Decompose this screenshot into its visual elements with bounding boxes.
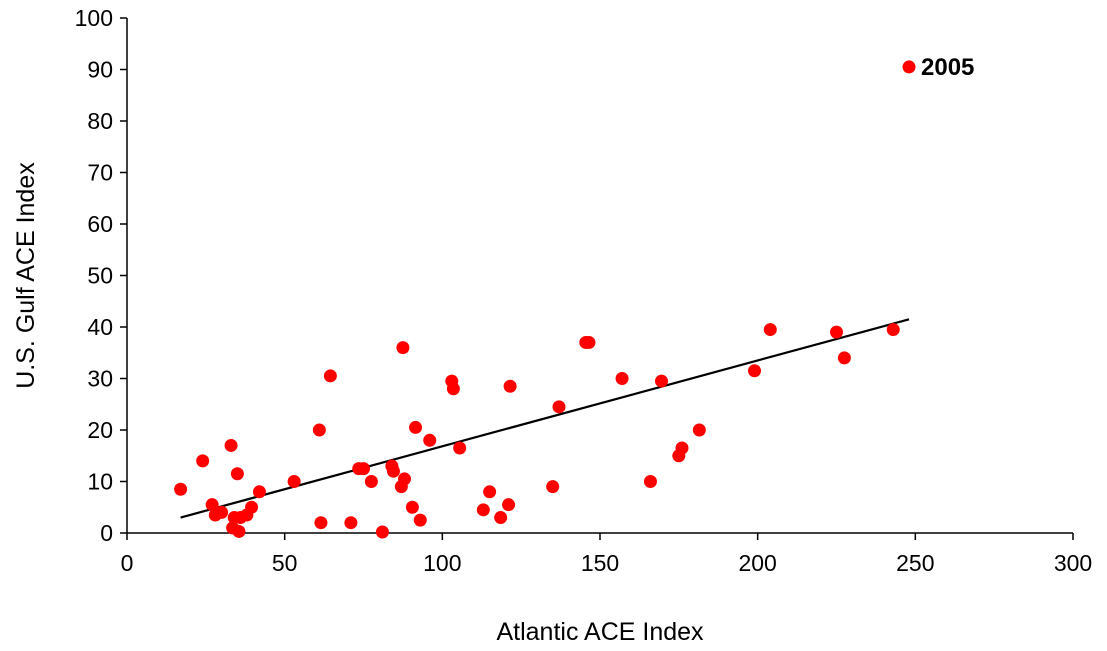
x-axis-ticks: 0 50 100 150 200 250 300 xyxy=(121,533,1092,576)
data-point xyxy=(252,485,266,499)
data-point xyxy=(886,323,900,337)
data-point xyxy=(375,525,389,539)
data-point xyxy=(196,454,210,468)
data-point xyxy=(654,374,668,388)
x-tick-label: 300 xyxy=(1054,550,1092,576)
data-point xyxy=(615,372,629,385)
x-tick-label: 200 xyxy=(738,550,776,576)
data-point xyxy=(314,516,328,530)
y-tick-label: 40 xyxy=(87,314,113,340)
data-point xyxy=(364,475,378,488)
data-point xyxy=(502,498,516,512)
data-point xyxy=(837,351,851,365)
x-tick-label: 250 xyxy=(896,550,934,576)
data-point xyxy=(503,379,517,393)
x-tick-label: 0 xyxy=(121,550,134,576)
data-point xyxy=(413,513,427,527)
y-tick-label: 90 xyxy=(87,57,113,83)
data-point xyxy=(344,516,358,530)
data-point xyxy=(692,423,706,437)
y-tick-label: 100 xyxy=(75,5,113,31)
data-point xyxy=(763,323,777,337)
annotated-point xyxy=(902,60,916,74)
annotations: 2005 xyxy=(902,54,974,81)
x-tick-label: 50 xyxy=(272,550,298,576)
annotation-label: 2005 xyxy=(921,54,974,81)
y-tick-label: 50 xyxy=(87,263,113,289)
data-point xyxy=(312,423,326,437)
x-axis-label: Atlantic ACE Index xyxy=(496,618,704,646)
data-point xyxy=(643,475,657,488)
data-point xyxy=(552,400,566,414)
trendline-group xyxy=(180,318,910,519)
data-point xyxy=(386,464,400,478)
y-tick-label: 20 xyxy=(87,417,113,443)
data-points xyxy=(174,323,900,539)
data-point xyxy=(675,441,689,455)
data-point xyxy=(546,480,560,494)
y-tick-label: 0 xyxy=(100,520,113,546)
y-tick-label: 30 xyxy=(87,366,113,392)
data-point xyxy=(405,500,419,514)
data-point xyxy=(205,498,219,512)
trendline xyxy=(180,318,910,519)
data-point xyxy=(582,335,596,349)
data-point xyxy=(215,505,229,519)
data-point xyxy=(287,475,301,488)
y-axis-label: U.S. Gulf ACE Index xyxy=(12,162,40,389)
data-point xyxy=(830,325,843,339)
y-tick-label: 60 xyxy=(87,211,113,237)
y-tick-label: 10 xyxy=(87,469,113,495)
x-tick-label: 100 xyxy=(423,550,461,576)
y-tick-label: 80 xyxy=(87,108,113,134)
y-tick-label: 70 xyxy=(87,160,113,186)
y-axis-ticks: 0 10 20 30 40 50 60 70 80 90 100 xyxy=(75,5,127,546)
data-point xyxy=(174,482,188,496)
data-point xyxy=(453,441,467,455)
data-point xyxy=(748,364,762,378)
data-point xyxy=(397,472,411,486)
data-point xyxy=(409,420,423,434)
data-point xyxy=(396,341,410,355)
data-point xyxy=(224,438,238,452)
data-point xyxy=(423,433,437,447)
data-point xyxy=(483,485,497,499)
data-point xyxy=(230,467,244,481)
x-tick-label: 150 xyxy=(581,550,619,576)
data-point xyxy=(357,462,370,476)
data-point xyxy=(245,500,259,514)
data-point xyxy=(494,511,508,525)
data-point xyxy=(476,503,490,517)
data-point xyxy=(446,382,460,396)
data-point xyxy=(232,524,246,538)
data-point xyxy=(323,369,337,383)
